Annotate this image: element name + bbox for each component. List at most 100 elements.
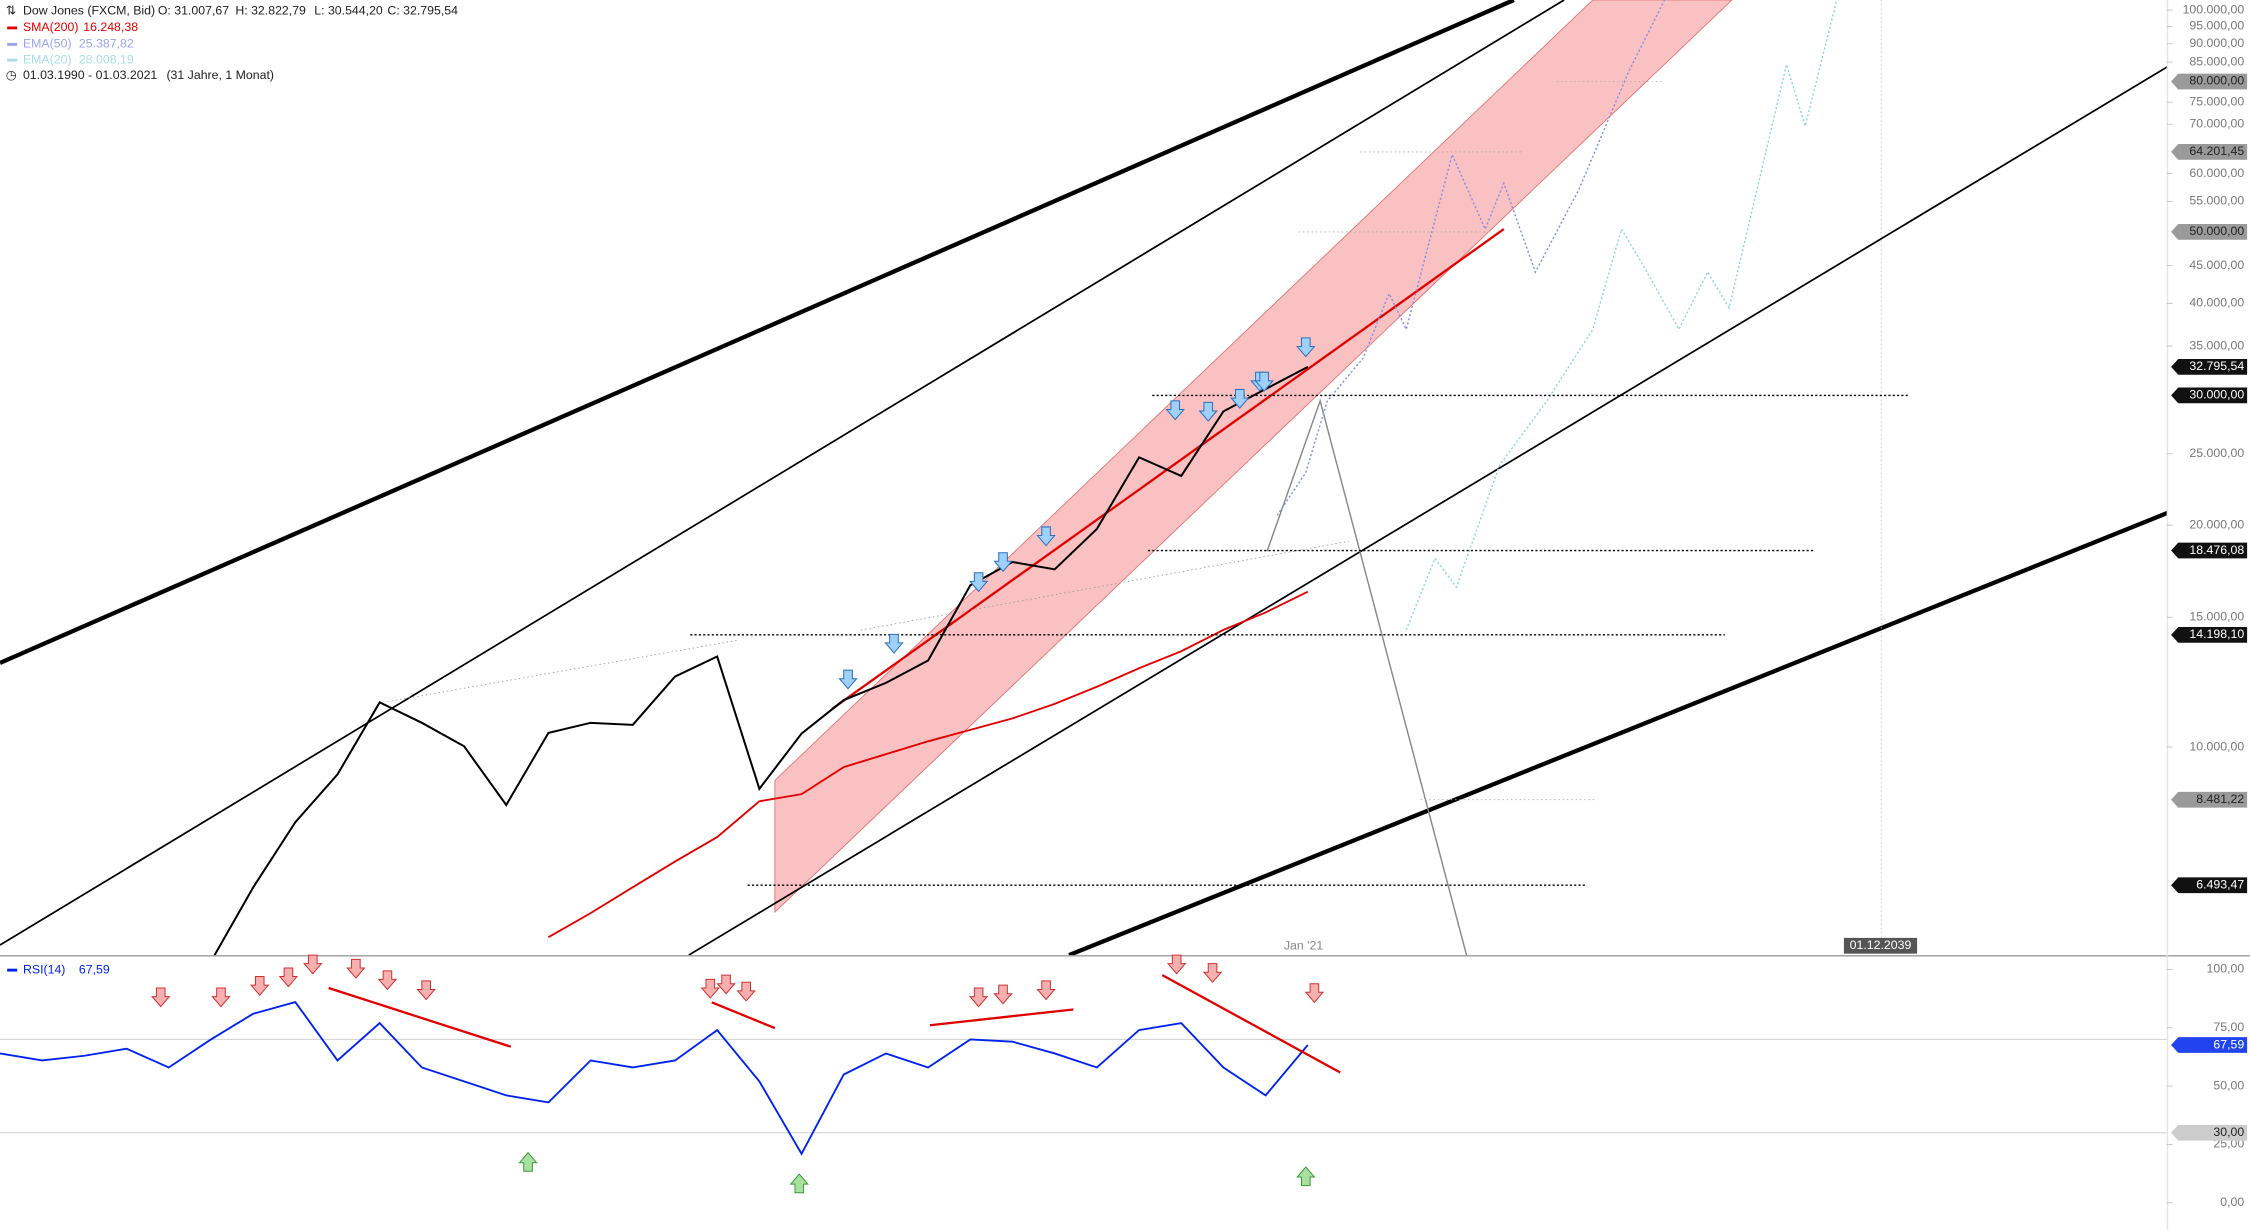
trend-line	[831, 228, 1505, 710]
down-arrow	[1202, 963, 1223, 984]
up-arrow	[1296, 1166, 1316, 1187]
plot-area	[213, 365, 1309, 956]
price-marker	[2171, 224, 2248, 240]
divergence-line	[711, 1001, 776, 1030]
down-arrow	[250, 976, 270, 996]
down-arrow	[1165, 400, 1185, 421]
divergence-line	[328, 986, 512, 1048]
ohlc: C: 32.795,54	[387, 4, 458, 18]
price-marker-label: 64.201,45	[2189, 144, 2244, 158]
down-arrow	[1254, 371, 1274, 392]
price-marker-label: 8.481,22	[2196, 792, 2244, 806]
price-marker	[2171, 144, 2248, 160]
ohlc: H: 32.822,79	[235, 4, 306, 18]
x-tick-label: Jan '21	[1284, 939, 1324, 953]
down-arrow	[716, 974, 736, 995]
y-tick-label: 0,00	[2220, 1195, 2244, 1209]
down-arrow	[416, 980, 436, 1001]
price-marker-label: 32.795,54	[2189, 359, 2244, 373]
trend-line	[1068, 510, 2167, 956]
divergence-line	[929, 1008, 1074, 1027]
down-arrow	[278, 967, 299, 988]
y-tick-label: 85.000,00	[2189, 54, 2244, 68]
trend-line	[387, 639, 740, 703]
legend-label: EMA(50)	[23, 37, 72, 51]
down-arrow	[838, 669, 858, 690]
down-arrow	[1036, 980, 1056, 1001]
price-line	[213, 365, 1309, 956]
down-arrow	[736, 981, 756, 1002]
price-marker	[2171, 359, 2248, 375]
y-tick-label: 40.000,00	[2189, 296, 2244, 310]
price-marker-label: 67,59	[2213, 1037, 2244, 1051]
price-marker	[2171, 387, 2248, 404]
price-marker-label: 50.000,00	[2189, 224, 2244, 238]
indicator-line	[0, 1000, 1309, 1156]
legend-label: EMA(20)	[23, 52, 72, 66]
price-marker	[2171, 626, 2248, 643]
down-arrow	[1304, 983, 1325, 1004]
down-arrow	[151, 987, 171, 1008]
down-arrow	[1296, 337, 1316, 358]
drawings	[0, 0, 2167, 956]
legend-value: 16.248,38	[83, 20, 138, 34]
y-tick-label: 20.000,00	[2189, 517, 2244, 531]
y-tick-label: 45.000,00	[2189, 258, 2244, 272]
down-arrow	[211, 987, 231, 1008]
price-marker	[2171, 1124, 2248, 1141]
y-tick-label: 50,00	[2213, 1078, 2244, 1092]
price-marker-label: 18.476,08	[2189, 543, 2244, 557]
down-arrow	[968, 572, 989, 593]
price-marker-label: 30,00	[2213, 1125, 2244, 1139]
price-marker	[2171, 1037, 2248, 1053]
trend-line	[0, 0, 1565, 946]
y-tick-label: 95.000,00	[2189, 19, 2244, 33]
y-tick-label: 15.000,00	[2189, 610, 2244, 624]
projection	[1266, 398, 1468, 956]
price-marker	[2171, 791, 2248, 808]
instrument: Dow Jones (FXCM, Bid)	[23, 4, 155, 18]
price-marker-label: 14.198,10	[2189, 627, 2244, 641]
down-arrow	[346, 958, 366, 979]
legend-value: 28.008,19	[79, 52, 134, 66]
y-tick-label: 75,00	[2213, 1020, 2244, 1034]
down-arrow	[1166, 954, 1187, 975]
price-marker-label: 6.493,47	[2196, 877, 2244, 891]
down-arrow	[993, 984, 1013, 1005]
legend: ⇅ Dow Jones (FXCM, Bid) O: 31.007,67 H: …	[6, 4, 458, 977]
y-tick-label: 70.000,00	[2189, 116, 2244, 130]
legend-value: 67,59	[79, 962, 110, 976]
chart-icon: ⇅	[6, 4, 16, 18]
price-marker-label: 80.000,00	[2189, 74, 2244, 88]
up-arrow	[518, 1151, 538, 1172]
trend-channel	[774, 0, 1733, 914]
legend-value: 25.387,82	[79, 37, 134, 51]
down-arrow	[1036, 526, 1056, 547]
price-marker-label: 30.000,00	[2189, 388, 2244, 402]
divergence-line	[1161, 974, 1341, 1074]
y-tick-label: 10.000,00	[2189, 739, 2244, 753]
down-arrow	[968, 987, 989, 1008]
ohlc: O: 31.007,67	[158, 4, 229, 18]
trend-line	[0, 0, 1515, 665]
price-marker	[2171, 73, 2248, 90]
date-range: 01.03.1990 - 01.03.2021	[23, 68, 157, 82]
down-arrow	[1230, 388, 1250, 409]
trend-line	[860, 540, 1349, 631]
y-tick-label: 25.000,00	[2189, 446, 2244, 460]
plot-area	[0, 1000, 2167, 1156]
date-marker	[1843, 937, 1918, 954]
trend-line	[688, 66, 2167, 956]
down-arrow	[884, 633, 904, 654]
price-marker	[2171, 877, 2248, 894]
indicator-line	[547, 590, 1309, 938]
y-tick-label: 60.000,00	[2189, 166, 2244, 180]
down-arrow	[993, 552, 1013, 573]
legend-label: RSI(14)	[23, 962, 65, 976]
projection	[1405, 0, 1838, 631]
clock-icon: ◷	[6, 68, 17, 82]
legend-label: SMA(200)	[23, 20, 78, 34]
ohlc: L: 30.544,20	[314, 4, 383, 18]
